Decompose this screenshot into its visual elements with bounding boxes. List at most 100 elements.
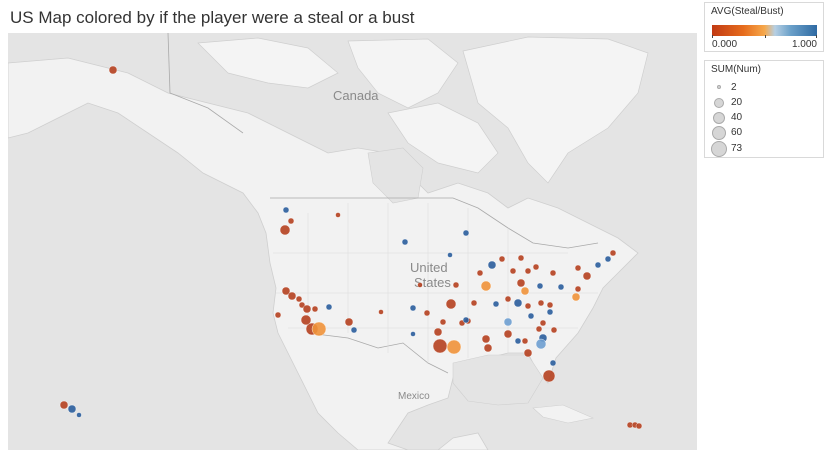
player-marker[interactable] [483, 343, 493, 353]
color-legend-title: AVG(Steal/Bust) [711, 6, 784, 17]
player-marker[interactable] [546, 308, 554, 316]
player-marker[interactable] [557, 283, 565, 291]
player-marker[interactable] [311, 305, 319, 313]
player-marker[interactable] [378, 309, 384, 315]
player-marker[interactable] [281, 286, 291, 296]
player-marker[interactable] [432, 338, 448, 354]
alaska-border [167, 33, 244, 134]
arctic-islands-shape [197, 37, 339, 89]
player-marker[interactable] [287, 217, 295, 225]
player-marker[interactable] [635, 422, 643, 430]
player-marker[interactable] [546, 301, 554, 309]
player-marker[interactable] [513, 298, 523, 308]
player-marker[interactable] [287, 291, 297, 301]
player-markers[interactable] [59, 65, 643, 430]
color-legend-min: 0.000 [712, 39, 738, 50]
map-canvas[interactable]: Canada United States Mexico [8, 33, 697, 450]
player-marker[interactable] [67, 404, 77, 414]
player-marker[interactable] [447, 252, 453, 258]
size-legend-label: 73 [731, 143, 743, 154]
player-marker[interactable] [325, 303, 333, 311]
player-marker[interactable] [503, 329, 513, 339]
size-legend: SUM(Num) 2 20 40 60 73 [704, 60, 824, 158]
player-marker[interactable] [487, 260, 497, 270]
size-legend-circle [712, 126, 726, 140]
player-marker[interactable] [503, 317, 513, 327]
player-marker[interactable] [549, 269, 557, 277]
player-marker[interactable] [535, 338, 547, 350]
player-marker[interactable] [509, 267, 517, 275]
player-marker[interactable] [498, 255, 506, 263]
player-marker[interactable] [445, 298, 457, 310]
player-marker[interactable] [492, 300, 500, 308]
player-marker[interactable] [300, 314, 312, 326]
player-marker[interactable] [514, 337, 522, 345]
player-marker[interactable] [417, 282, 423, 288]
player-marker[interactable] [452, 281, 460, 289]
color-legend-max: 1.000 [791, 39, 817, 50]
player-marker[interactable] [295, 295, 303, 303]
player-marker[interactable] [409, 304, 417, 312]
arctic-islands-shape [347, 38, 459, 109]
player-marker[interactable] [462, 316, 470, 324]
gulf-shape [452, 354, 544, 406]
player-marker[interactable] [481, 334, 491, 344]
gradient-tick-max [816, 35, 817, 38]
player-marker[interactable] [446, 339, 462, 355]
canada-label: Canada [333, 88, 379, 103]
player-marker[interactable] [539, 319, 547, 327]
player-marker[interactable] [282, 206, 290, 214]
gradient-tick-mid [765, 35, 766, 38]
player-marker[interactable] [582, 271, 592, 281]
size-legend-label: 20 [731, 97, 743, 108]
player-marker[interactable] [76, 412, 82, 418]
player-marker[interactable] [480, 280, 492, 292]
player-marker[interactable] [423, 309, 431, 317]
color-gradient-bar [712, 25, 817, 36]
player-marker[interactable] [542, 369, 556, 383]
player-marker[interactable] [574, 264, 582, 272]
player-marker[interactable] [609, 249, 617, 257]
player-marker[interactable] [537, 299, 545, 307]
player-marker[interactable] [335, 212, 341, 218]
player-marker[interactable] [302, 304, 312, 314]
player-marker[interactable] [298, 301, 306, 309]
size-legend-label: 2 [731, 82, 737, 93]
player-marker[interactable] [524, 267, 532, 275]
mexico-label: Mexico [398, 391, 430, 402]
player-marker[interactable] [524, 302, 532, 310]
player-marker[interactable] [549, 359, 557, 367]
arctic-islands-shape [387, 102, 499, 174]
player-marker[interactable] [274, 311, 282, 319]
player-marker[interactable] [604, 255, 612, 263]
player-marker[interactable] [535, 325, 543, 333]
player-marker[interactable] [504, 295, 512, 303]
player-marker[interactable] [521, 337, 529, 345]
map-view[interactable]: Canada United States Mexico [8, 33, 697, 450]
player-marker[interactable] [462, 229, 470, 237]
player-marker[interactable] [571, 292, 581, 302]
player-marker[interactable] [594, 261, 602, 269]
player-marker[interactable] [401, 238, 409, 246]
player-marker[interactable] [350, 326, 358, 334]
player-marker[interactable] [410, 331, 416, 337]
player-marker[interactable] [574, 285, 582, 293]
player-marker[interactable] [517, 254, 525, 262]
player-marker[interactable] [516, 278, 526, 288]
size-legend-circle [717, 85, 721, 89]
player-marker[interactable] [476, 269, 484, 277]
player-marker[interactable] [527, 312, 535, 320]
player-marker[interactable] [311, 321, 327, 337]
player-marker[interactable] [279, 224, 291, 236]
player-marker[interactable] [433, 327, 443, 337]
player-marker[interactable] [344, 317, 354, 327]
player-marker[interactable] [439, 318, 447, 326]
player-marker[interactable] [550, 326, 558, 334]
player-marker[interactable] [523, 348, 533, 358]
player-marker[interactable] [59, 400, 69, 410]
player-marker[interactable] [520, 286, 530, 296]
player-marker[interactable] [532, 263, 540, 271]
player-marker[interactable] [470, 299, 478, 307]
player-marker[interactable] [536, 282, 544, 290]
player-marker[interactable] [108, 65, 118, 75]
